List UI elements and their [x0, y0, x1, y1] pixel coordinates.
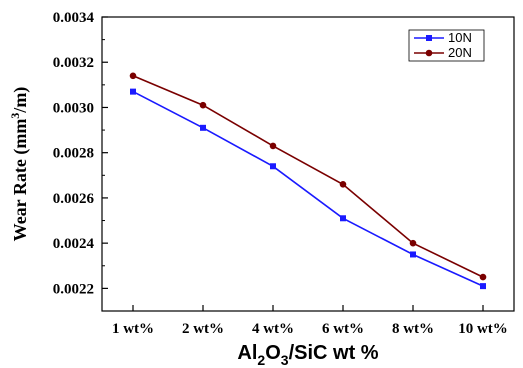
x-axis-label-rest: /SiC wt %	[289, 342, 379, 364]
x-tick-label: 10 wt%	[458, 321, 508, 337]
legend-label-20n: 20N	[448, 45, 472, 60]
x-tick-label: 6 wt%	[322, 321, 364, 337]
y-axis: 0.0022 0.0024 0.0026 0.0028 0.0030 0.0032 0.00…	[53, 10, 108, 297]
y-axis-label-rest: /m)	[10, 87, 31, 114]
x-tick-label: 2 wt%	[182, 321, 224, 337]
data-point-10n	[270, 163, 276, 169]
y-tick-label: 0.0032	[53, 55, 94, 71]
data-point-10n	[410, 251, 416, 257]
legend-marker-10n	[426, 35, 432, 41]
y-tick-label: 0.0026	[53, 191, 95, 207]
x-axis-label-sub1: 2	[257, 352, 265, 368]
data-point-20n	[340, 181, 347, 188]
x-axis-label-main: Al	[237, 342, 257, 364]
series-line-20n	[133, 76, 483, 277]
y-tick-label: 0.0022	[53, 281, 94, 297]
legend-box	[409, 30, 484, 61]
x-tick-label: 8 wt%	[392, 321, 434, 337]
y-tick-label: 0.0024	[53, 236, 95, 252]
x-axis-label-mid: O	[265, 342, 281, 364]
data-point-20n	[200, 102, 207, 109]
legend-marker-20n	[426, 50, 433, 57]
legend: 10N 20N	[409, 30, 484, 61]
data-point-10n	[340, 215, 346, 221]
y-axis-label-main: Wear Rate (mm	[10, 119, 31, 242]
x-tick-label: 4 wt%	[252, 321, 294, 337]
y-tick-label: 0.0030	[53, 100, 94, 116]
x-axis-label: Al2O3/SiC wt %	[237, 342, 378, 368]
data-point-10n	[200, 125, 206, 131]
data-point-20n	[270, 143, 277, 150]
data-point-20n	[480, 274, 487, 281]
y-tick-label: 0.0028	[53, 146, 94, 162]
data-point-20n	[130, 73, 137, 80]
series-layer	[130, 73, 487, 290]
data-point-10n	[130, 89, 136, 95]
legend-label-10n: 10N	[448, 30, 472, 45]
y-tick-label: 0.0034	[53, 10, 95, 26]
series-line-10n	[133, 92, 483, 287]
y-axis-label: Wear Rate (mm3/m)	[8, 87, 31, 242]
x-tick-label: 1 wt%	[112, 321, 154, 337]
x-axis: 1 wt% 2 wt% 4 wt% 6 wt% 8 wt% 10 wt%	[112, 305, 508, 337]
data-point-10n	[480, 283, 486, 289]
x-axis-label-sub2: 3	[281, 352, 289, 368]
data-point-20n	[410, 240, 417, 247]
